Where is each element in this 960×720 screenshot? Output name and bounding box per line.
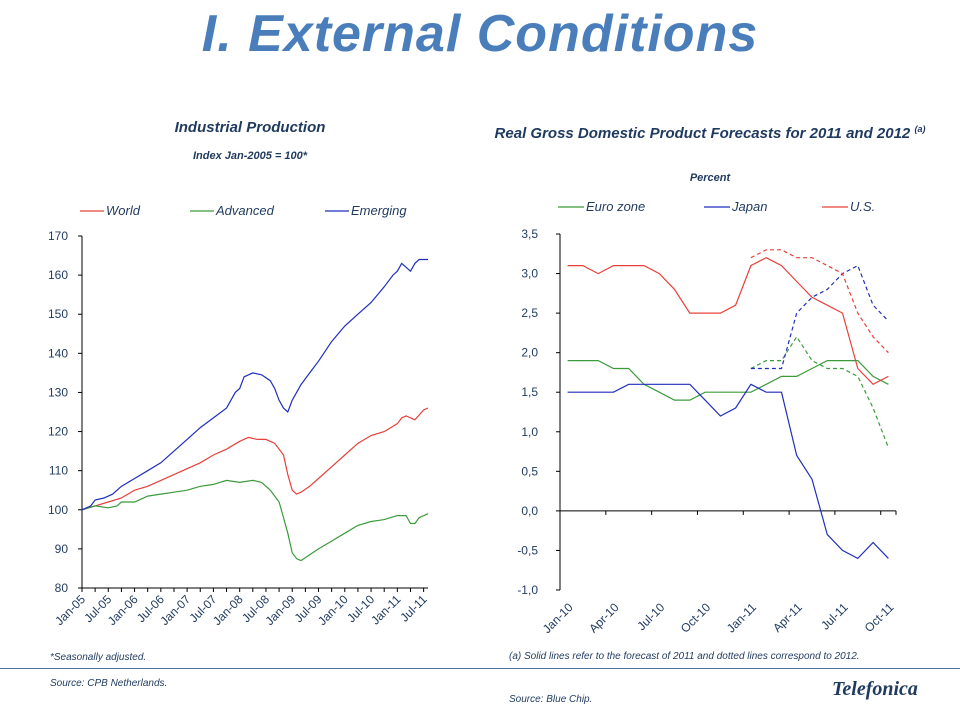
y-tick-label: 3,0 bbox=[521, 267, 538, 281]
x-tick-label: Jan-11 bbox=[724, 600, 759, 635]
legend-label-advanced: Advanced bbox=[215, 203, 275, 218]
series-line-2012-u-s- bbox=[750, 249, 889, 354]
gdp-forecast-chart: Euro zone Japan U.S. -1,0 -0,5 0,0 0,5 1,0 1,5 2,… bbox=[517, 199, 897, 636]
chart-2-title-note: (a) bbox=[914, 124, 926, 134]
y-tick-label: 1,5 bbox=[521, 385, 538, 399]
y-tick-label: 2,0 bbox=[521, 346, 538, 360]
y-tick-label: 90 bbox=[55, 542, 69, 556]
x-tick-label: Apr-11 bbox=[770, 600, 805, 635]
series-line-2012-euro-zone bbox=[750, 335, 889, 448]
x-tick-label: Apr-10 bbox=[586, 600, 622, 636]
y-tick-label: 1,0 bbox=[521, 425, 538, 439]
series-line-2011-euro-zone bbox=[567, 360, 889, 401]
y-tick-label: -0,5 bbox=[517, 543, 538, 557]
right-source: Source: Blue Chip. bbox=[509, 694, 593, 705]
y-tick-label: 0,5 bbox=[521, 464, 538, 478]
right-footnote: (a) Solid lines refer to the forecast of… bbox=[509, 651, 860, 662]
left-footnote: *Seasonally adjusted. bbox=[50, 652, 147, 663]
legend-label-emerging: Emerging bbox=[351, 203, 407, 218]
footer-divider bbox=[0, 668, 960, 669]
y-tick-label: 80 bbox=[55, 581, 69, 595]
legend-label-japan: Japan bbox=[731, 199, 767, 214]
x-tick-label: Jan-10 bbox=[315, 592, 351, 628]
y-tick-label: 140 bbox=[48, 346, 68, 360]
telefonica-logo: Telefonica bbox=[832, 678, 918, 700]
industrial-production-chart: World Advanced Emerging 80 90 100 110 120 130 140… bbox=[48, 203, 430, 628]
y-tick-label: 120 bbox=[48, 425, 68, 439]
page-title: I. External Conditions bbox=[201, 5, 759, 63]
y-tick-label: 3,5 bbox=[521, 227, 538, 241]
y-tick-label: 0,0 bbox=[521, 504, 538, 518]
x-tick-label: Oct-10 bbox=[678, 600, 714, 636]
x-tick-label: Jan-09 bbox=[262, 592, 298, 628]
y-tick-label: 110 bbox=[49, 464, 68, 478]
series-line-2011-u-s- bbox=[567, 257, 889, 386]
x-tick-label: Jan-07 bbox=[157, 592, 193, 628]
series-line-advanced bbox=[81, 479, 429, 562]
x-tick-label: Jan-06 bbox=[105, 592, 141, 628]
y-tick-label: 2,5 bbox=[521, 306, 538, 320]
chart-2-subtitle: Percent bbox=[689, 172, 731, 184]
chart-1-title: Industrial Production bbox=[174, 119, 326, 136]
legend-label-euro-zone: Euro zone bbox=[586, 199, 645, 214]
y-tick-label: 130 bbox=[48, 385, 68, 399]
y-tick-label: -1,0 bbox=[517, 583, 538, 597]
legend-label-u-s-: U.S. bbox=[850, 199, 875, 214]
series-line-2011-japan bbox=[567, 383, 889, 560]
series-line-2012-japan bbox=[750, 264, 889, 370]
y-tick-label: 100 bbox=[48, 503, 68, 517]
x-tick-label: Jan-11 bbox=[368, 592, 403, 627]
y-tick-label: 150 bbox=[48, 307, 68, 321]
y-tick-label: 160 bbox=[48, 268, 68, 282]
x-tick-label: Jul-10 bbox=[634, 600, 667, 633]
series-line-emerging bbox=[81, 258, 428, 511]
chart-2-title: Real Gross Domestic Product Forecasts fo… bbox=[490, 119, 930, 144]
series-line-world bbox=[81, 407, 429, 511]
legend-label-world: World bbox=[106, 203, 141, 218]
x-tick-label: Jan-05 bbox=[52, 592, 88, 628]
y-tick-label: 170 bbox=[48, 229, 68, 243]
x-tick-label: Jul-11 bbox=[397, 592, 430, 625]
x-tick-label: Jul-11 bbox=[818, 600, 851, 633]
x-tick-label: Oct-11 bbox=[862, 600, 897, 635]
left-source: Source: CPB Netherlands. bbox=[50, 678, 168, 689]
chart-1-subtitle: Index Jan-2005 = 100* bbox=[192, 150, 308, 162]
x-tick-label: Jan-08 bbox=[210, 592, 246, 628]
x-tick-label: Jan-10 bbox=[540, 600, 576, 636]
chart-2-title-text: Real Gross Domestic Product Forecasts fo… bbox=[494, 125, 911, 142]
